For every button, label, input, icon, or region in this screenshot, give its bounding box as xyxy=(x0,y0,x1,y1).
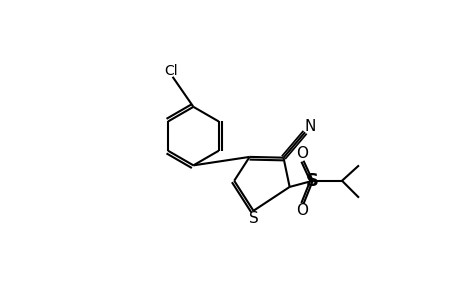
Text: O: O xyxy=(295,146,308,161)
Text: O: O xyxy=(295,203,308,218)
Text: S: S xyxy=(249,211,258,226)
Text: N: N xyxy=(304,119,315,134)
Text: Cl: Cl xyxy=(164,64,178,78)
Text: S: S xyxy=(306,172,319,190)
